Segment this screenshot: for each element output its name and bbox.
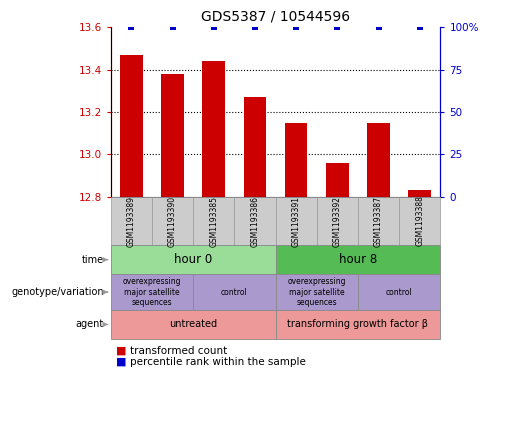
Bar — [285, 123, 307, 197]
Bar — [408, 190, 431, 197]
Bar — [367, 123, 390, 197]
Text: transformed count: transformed count — [130, 346, 228, 356]
Point — [168, 24, 177, 31]
Text: untreated: untreated — [169, 319, 217, 330]
Bar — [202, 61, 225, 197]
Bar — [120, 55, 143, 197]
Text: transforming growth factor β: transforming growth factor β — [287, 319, 428, 330]
Text: ■: ■ — [116, 346, 126, 356]
Text: GSM1193390: GSM1193390 — [168, 195, 177, 247]
Text: overexpressing
major satellite
sequences: overexpressing major satellite sequences — [123, 277, 181, 307]
Point — [333, 24, 341, 31]
Point — [251, 24, 259, 31]
Point — [416, 24, 424, 31]
Text: hour 0: hour 0 — [174, 253, 212, 266]
Text: GSM1193386: GSM1193386 — [250, 195, 260, 247]
Text: GSM1193389: GSM1193389 — [127, 195, 136, 247]
Text: GSM1193385: GSM1193385 — [209, 195, 218, 247]
Bar — [161, 74, 184, 197]
Bar — [326, 163, 349, 197]
Text: genotype/variation: genotype/variation — [11, 287, 104, 297]
Point — [210, 24, 218, 31]
Point — [127, 24, 135, 31]
Text: agent: agent — [76, 319, 104, 330]
Text: time: time — [82, 255, 104, 265]
Text: ■: ■ — [116, 357, 126, 367]
Text: overexpressing
major satellite
sequences: overexpressing major satellite sequences — [287, 277, 346, 307]
Text: GSM1193392: GSM1193392 — [333, 195, 342, 247]
Text: GSM1193387: GSM1193387 — [374, 195, 383, 247]
Bar — [244, 97, 266, 197]
Point — [292, 24, 300, 31]
Text: GSM1193388: GSM1193388 — [415, 195, 424, 247]
Text: hour 8: hour 8 — [339, 253, 377, 266]
Text: GSM1193391: GSM1193391 — [291, 195, 301, 247]
Text: percentile rank within the sample: percentile rank within the sample — [130, 357, 306, 367]
Point — [374, 24, 383, 31]
Text: control: control — [386, 288, 413, 297]
Title: GDS5387 / 10544596: GDS5387 / 10544596 — [201, 10, 350, 24]
Text: control: control — [221, 288, 248, 297]
